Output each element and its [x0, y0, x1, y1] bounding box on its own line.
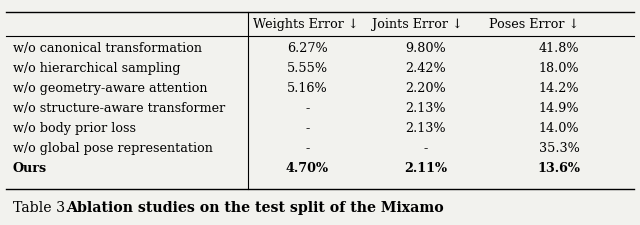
Text: 2.11%: 2.11%: [404, 162, 447, 175]
Text: 5.55%: 5.55%: [287, 62, 328, 75]
Text: Table 3.: Table 3.: [13, 201, 69, 215]
Text: 18.0%: 18.0%: [539, 62, 579, 75]
Text: w/o global pose representation: w/o global pose representation: [13, 142, 212, 155]
Text: 6.27%: 6.27%: [287, 42, 328, 55]
Text: 14.2%: 14.2%: [539, 82, 579, 95]
Text: w/o structure-aware transformer: w/o structure-aware transformer: [13, 102, 225, 115]
Text: 14.9%: 14.9%: [539, 102, 579, 115]
Text: Ours: Ours: [13, 162, 47, 175]
Text: 14.0%: 14.0%: [539, 122, 579, 135]
Text: -: -: [424, 142, 428, 155]
Text: 13.6%: 13.6%: [538, 162, 580, 175]
Text: w/o canonical transformation: w/o canonical transformation: [13, 42, 202, 55]
Text: w/o body prior loss: w/o body prior loss: [13, 122, 136, 135]
Text: -: -: [305, 142, 310, 155]
Text: 41.8%: 41.8%: [539, 42, 579, 55]
Text: 5.16%: 5.16%: [287, 82, 328, 95]
Text: -: -: [305, 102, 310, 115]
Text: 2.13%: 2.13%: [405, 122, 446, 135]
Text: Poses Error ↓: Poses Error ↓: [490, 18, 579, 31]
Text: 2.20%: 2.20%: [405, 82, 446, 95]
Text: w/o geometry-aware attention: w/o geometry-aware attention: [13, 82, 207, 95]
Text: 35.3%: 35.3%: [538, 142, 579, 155]
Text: Ablation studies on the test split of the Mixamo: Ablation studies on the test split of th…: [66, 201, 444, 215]
Text: -: -: [305, 122, 310, 135]
Text: 9.80%: 9.80%: [405, 42, 446, 55]
Text: Joints Error ↓: Joints Error ↓: [372, 18, 463, 31]
Text: w/o hierarchical sampling: w/o hierarchical sampling: [13, 62, 180, 75]
Text: 2.13%: 2.13%: [405, 102, 446, 115]
Text: Weights Error ↓: Weights Error ↓: [253, 18, 358, 31]
Text: 2.42%: 2.42%: [405, 62, 446, 75]
Text: 4.70%: 4.70%: [286, 162, 329, 175]
